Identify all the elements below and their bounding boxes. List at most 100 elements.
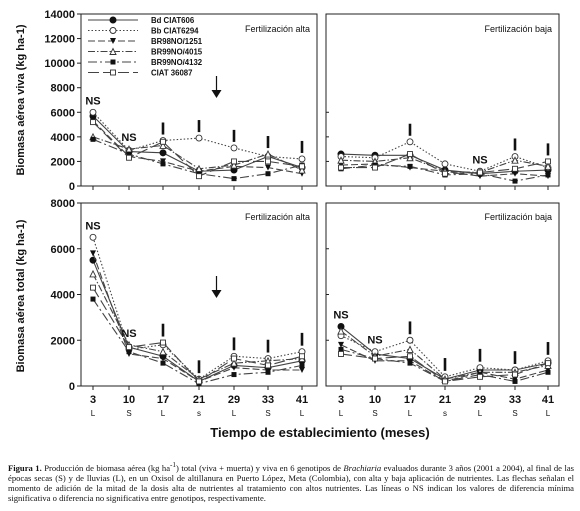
- series-5-point: [90, 284, 96, 291]
- x-season-label: S: [512, 409, 517, 418]
- series-2-point: [299, 366, 305, 373]
- x-tick-label: 10: [123, 394, 135, 406]
- legend-label-1: Bb CIAT6294: [151, 27, 199, 36]
- caption-unit-superscript: -1: [170, 461, 177, 469]
- series-1-point: [89, 233, 97, 241]
- series-4-point: [265, 171, 271, 177]
- series-4-point: [90, 136, 96, 142]
- series-4-point: [299, 362, 305, 368]
- series-4-point: [512, 378, 518, 384]
- series-3-point: [89, 269, 97, 278]
- x-tick-label: 21: [439, 394, 451, 406]
- panel-title-viva-baja: Fertilización baja: [484, 24, 552, 34]
- series-5-point: [231, 355, 237, 362]
- series-5-point: [126, 154, 132, 161]
- ns-label: NS: [85, 95, 100, 107]
- y-tick-label: 8000: [51, 198, 75, 210]
- series-5-point: [372, 355, 378, 362]
- x-tick-label: 33: [262, 394, 274, 406]
- series-3-point: [544, 162, 552, 170]
- series-3-point: [406, 153, 414, 162]
- y-tick-label: 4000: [51, 132, 75, 144]
- series-1-point: [441, 160, 449, 168]
- panel-frame-total-baja: [325, 202, 560, 387]
- legend-label-0: Bd CIAT606: [151, 16, 195, 25]
- series-5-point: [372, 164, 378, 171]
- series-5-point: [160, 138, 166, 145]
- series-1-point: [406, 138, 414, 146]
- ns-label: NS: [121, 328, 136, 340]
- series-5-point: [338, 351, 344, 357]
- y-tick-label: 0: [69, 181, 75, 193]
- caption-genus: Brachiaria: [343, 462, 382, 473]
- series-5-point: [265, 362, 271, 369]
- figure-canvas: Fertilización alta Fertilización baja Fe…: [15, 9, 560, 440]
- ns-label: NS: [121, 132, 136, 144]
- caption-label: Figura 1.: [8, 462, 42, 473]
- panel-3-plot: 3 L 10 S 17 L 21 s 29 L 33 S 41 L NS NS: [326, 248, 554, 418]
- x-season-label: s: [197, 409, 201, 418]
- x-season-label: s: [443, 409, 447, 418]
- series-4-point: [90, 296, 96, 302]
- y-tick-label: 2000: [51, 335, 75, 347]
- series-5-point: [126, 344, 132, 351]
- series-3-point: [230, 161, 238, 169]
- nutrient-arrow-head: [211, 290, 222, 298]
- legend-marker-5: [110, 69, 116, 76]
- y-tick-label: 14000: [44, 9, 75, 21]
- x-tick-label: 33: [509, 394, 521, 406]
- series-5-point: [545, 158, 551, 165]
- x-season-label: L: [408, 409, 413, 418]
- legend-marker-4: [110, 59, 116, 65]
- legend-marker-3: [109, 47, 117, 55]
- x-tick-label: 41: [296, 394, 308, 406]
- series-4-point: [512, 178, 518, 184]
- y-tick-label: 8000: [51, 83, 75, 95]
- series-2-point: [160, 355, 166, 362]
- series-3-point: [337, 327, 345, 335]
- x-season-label: L: [339, 409, 344, 418]
- x-tick-label: 41: [542, 394, 554, 406]
- series-4-point: [545, 369, 551, 375]
- panel-title-total-alta: Fertilización alta: [245, 212, 310, 222]
- ylabel-viva: Biomasa aérea viva (kg ha-1): [15, 24, 27, 175]
- y-tick-label: 6000: [51, 107, 75, 119]
- series-4-point: [407, 360, 413, 366]
- series-5-point: [512, 371, 518, 378]
- series-4-point: [231, 372, 237, 378]
- panel-2-plot: 0 2000 4000 6000 8000 3 L 10 S 17 L 21 s 29 L 33 S 41 L NS N…: [51, 198, 309, 418]
- y-tick-label: 0: [69, 381, 75, 393]
- ns-label: NS: [367, 335, 382, 347]
- legend-label-3: BR99NO/4015: [151, 48, 203, 57]
- series-1-point: [298, 155, 306, 163]
- x-season-label: S: [372, 409, 377, 418]
- series-4-point: [265, 369, 271, 375]
- x-season-label: S: [265, 409, 270, 418]
- figure-caption: Figura 1. Producción de biomasa aérea (k…: [8, 460, 574, 504]
- series-5-point: [265, 158, 271, 165]
- series-4-point: [126, 349, 132, 355]
- series-1-point: [89, 108, 97, 116]
- x-tick-label: 3: [338, 394, 344, 406]
- series-1-point: [230, 144, 238, 152]
- series-5-point: [196, 173, 202, 180]
- x-season-label: S: [126, 409, 131, 418]
- x-season-label: L: [232, 409, 237, 418]
- series-4-point: [338, 346, 344, 352]
- legend-marker-0: [109, 16, 117, 24]
- x-season-label: L: [546, 409, 551, 418]
- y-tick-label: 4000: [51, 290, 75, 302]
- legend-marker-2: [110, 38, 116, 44]
- series-5-point: [477, 169, 483, 176]
- series-2-point: [512, 170, 518, 177]
- panel-frame-viva-baja: [325, 13, 560, 187]
- series-4-point: [126, 151, 132, 157]
- series-5-point: [196, 378, 202, 385]
- series-3-point: [298, 166, 306, 174]
- x-season-label: L: [478, 409, 483, 418]
- x-tick-label: 21: [193, 394, 205, 406]
- panel-1-plot: NS: [326, 111, 552, 190]
- series-5-point: [545, 360, 551, 367]
- series-3-point: [337, 156, 345, 164]
- y-tick-label: 6000: [51, 244, 75, 256]
